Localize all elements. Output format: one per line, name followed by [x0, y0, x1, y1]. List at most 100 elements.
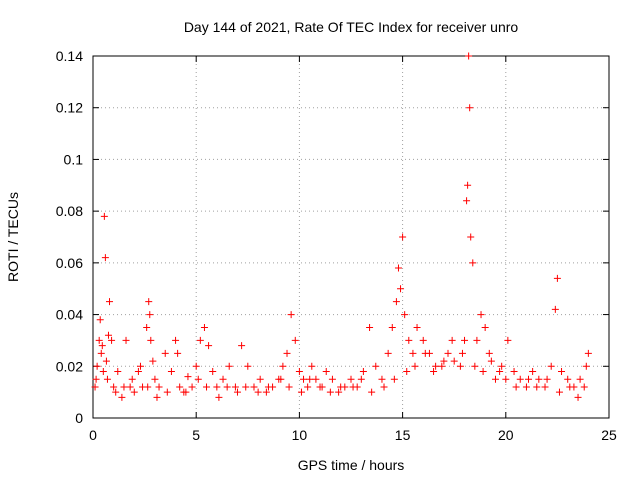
data-point: [318, 383, 326, 391]
data-point: [262, 388, 270, 396]
data-point: [582, 362, 590, 370]
data-point: [547, 362, 555, 370]
data-point: [553, 274, 561, 282]
data-point: [184, 373, 192, 381]
data-point: [448, 336, 456, 344]
data-point: [304, 383, 312, 391]
data-point: [300, 375, 308, 383]
data-point: [287, 311, 295, 319]
data-point: [584, 349, 592, 357]
data-point: [466, 104, 474, 112]
data-point: [96, 316, 104, 324]
data-point: [128, 375, 136, 383]
data-point: [205, 342, 213, 350]
data-point: [512, 383, 520, 391]
data-point: [392, 298, 400, 306]
data-point: [213, 383, 221, 391]
x-tick-label: 15: [395, 427, 411, 443]
chart-title: Day 144 of 2021, Rate Of TEC Index for r…: [184, 19, 519, 35]
data-point: [498, 362, 506, 370]
data-point: [209, 367, 217, 375]
x-tick-label: 10: [292, 427, 308, 443]
data-point: [394, 264, 402, 272]
data-point: [411, 362, 419, 370]
data-point: [368, 388, 376, 396]
data-point: [143, 324, 151, 331]
data-point: [264, 383, 272, 391]
data-point: [312, 375, 320, 383]
data-point: [161, 349, 169, 357]
data-point: [335, 388, 343, 396]
data-point: [555, 388, 563, 396]
data-point: [525, 375, 533, 383]
x-tick-label: 20: [498, 427, 514, 443]
data-point: [388, 324, 396, 331]
data-point: [357, 375, 365, 383]
data-point: [326, 388, 334, 396]
y-axis-label: ROTI / TECUs: [5, 192, 21, 282]
data-point: [225, 362, 233, 370]
data-point: [397, 285, 405, 293]
data-point: [233, 388, 241, 396]
data-point: [438, 362, 446, 370]
data-point: [244, 362, 252, 370]
data-point: [522, 383, 530, 391]
data-point: [574, 393, 582, 401]
data-point: [516, 375, 524, 383]
data-point: [366, 324, 374, 331]
data-point: [487, 357, 495, 365]
data-point: [347, 375, 355, 383]
data-point: [421, 349, 429, 357]
data-point: [502, 375, 510, 383]
data-point: [103, 375, 111, 383]
data-point: [464, 181, 472, 189]
data-point: [359, 367, 367, 375]
data-point: [118, 393, 126, 401]
data-point: [108, 336, 116, 344]
data-point: [279, 362, 287, 370]
data-point: [463, 197, 471, 205]
data-point: [372, 362, 380, 370]
data-point: [100, 212, 108, 220]
data-point: [91, 383, 99, 391]
data-point: [450, 357, 458, 365]
data-point: [535, 375, 543, 383]
data-point: [254, 388, 262, 396]
y-tick-label: 0.08: [56, 203, 83, 219]
data-point: [576, 375, 584, 383]
data-point: [283, 349, 291, 357]
data-point: [110, 383, 118, 391]
x-tick-label: 5: [192, 427, 200, 443]
data-point: [349, 383, 357, 391]
data-point: [145, 298, 153, 306]
data-point: [481, 324, 489, 331]
data-point: [136, 362, 144, 370]
data-point: [146, 311, 154, 319]
x-axis-label: GPS time / hours: [298, 457, 405, 473]
data-point: [98, 342, 106, 350]
data-point: [172, 336, 180, 344]
data-point: [277, 375, 285, 383]
data-point: [533, 383, 541, 391]
y-tick-label: 0: [75, 410, 83, 426]
data-point: [328, 375, 336, 383]
data-point: [401, 311, 409, 319]
data-point: [378, 375, 386, 383]
data-point: [564, 375, 572, 383]
data-point: [122, 336, 130, 344]
data-point: [196, 336, 204, 344]
data-point: [479, 367, 487, 375]
data-point: [250, 383, 258, 391]
data-point: [155, 383, 163, 391]
data-point: [458, 349, 466, 357]
data-point: [102, 357, 110, 365]
data-point: [469, 259, 477, 267]
data-point: [223, 383, 231, 391]
data-point: [153, 393, 161, 401]
plot-frame: [92, 55, 610, 419]
data-point: [192, 362, 200, 370]
data-point: [101, 254, 109, 262]
x-tick-label: 0: [89, 427, 97, 443]
data-point: [126, 383, 134, 391]
data-point: [242, 383, 250, 391]
